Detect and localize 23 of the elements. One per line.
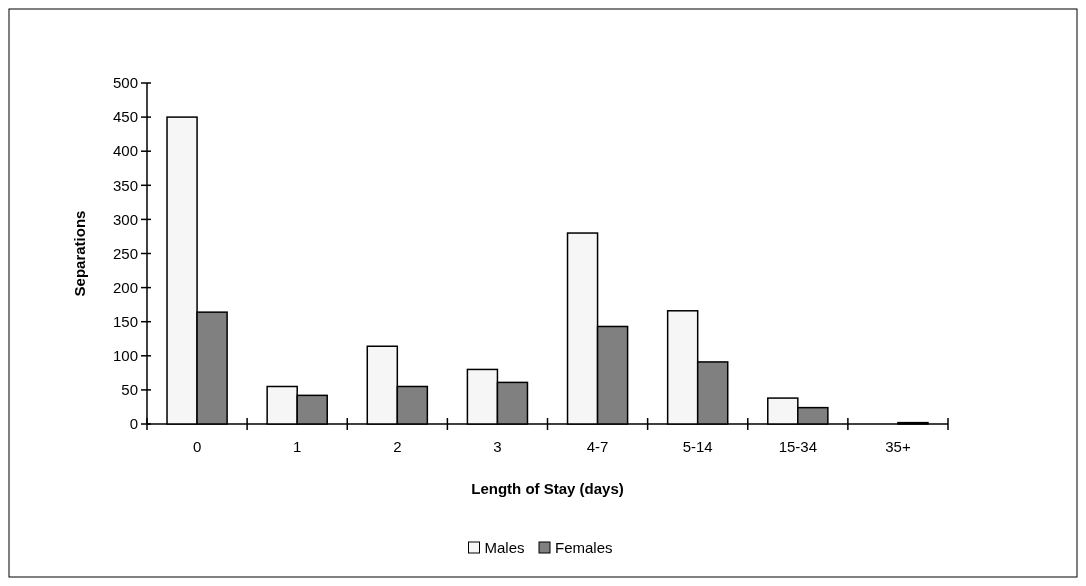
y-tick-label: 300 <box>112 210 138 228</box>
y-tick-label: 50 <box>121 381 138 399</box>
x-tick-label: 1 <box>293 438 302 455</box>
x-tick-label: 35+ <box>885 438 911 455</box>
y-tick-label: 100 <box>112 347 138 365</box>
x-axis-title: Length of Stay (days) <box>471 480 624 497</box>
y-tick-label: 0 <box>129 415 138 433</box>
x-tick-label: 3 <box>493 438 502 455</box>
y-tick-label: 500 <box>112 74 138 92</box>
x-tick-label: 4-7 <box>586 438 609 455</box>
x-tick-label: 0 <box>192 438 202 455</box>
y-tick-label: 450 <box>112 108 138 126</box>
x-tick-label: 15-34 <box>778 438 817 455</box>
y-tick-label: 200 <box>112 278 138 296</box>
x-tick-label: 5-14 <box>682 438 713 455</box>
x-tick-label: 2 <box>393 438 402 455</box>
y-tick-label: 400 <box>112 142 138 160</box>
y-tick-label: 350 <box>112 176 138 194</box>
legend-label: Females <box>555 539 613 557</box>
y-tick-label: 250 <box>112 244 138 262</box>
y-axis-title: Separations <box>71 210 88 297</box>
y-tick-label: 150 <box>112 312 138 330</box>
legend-label: Males <box>484 539 525 557</box>
